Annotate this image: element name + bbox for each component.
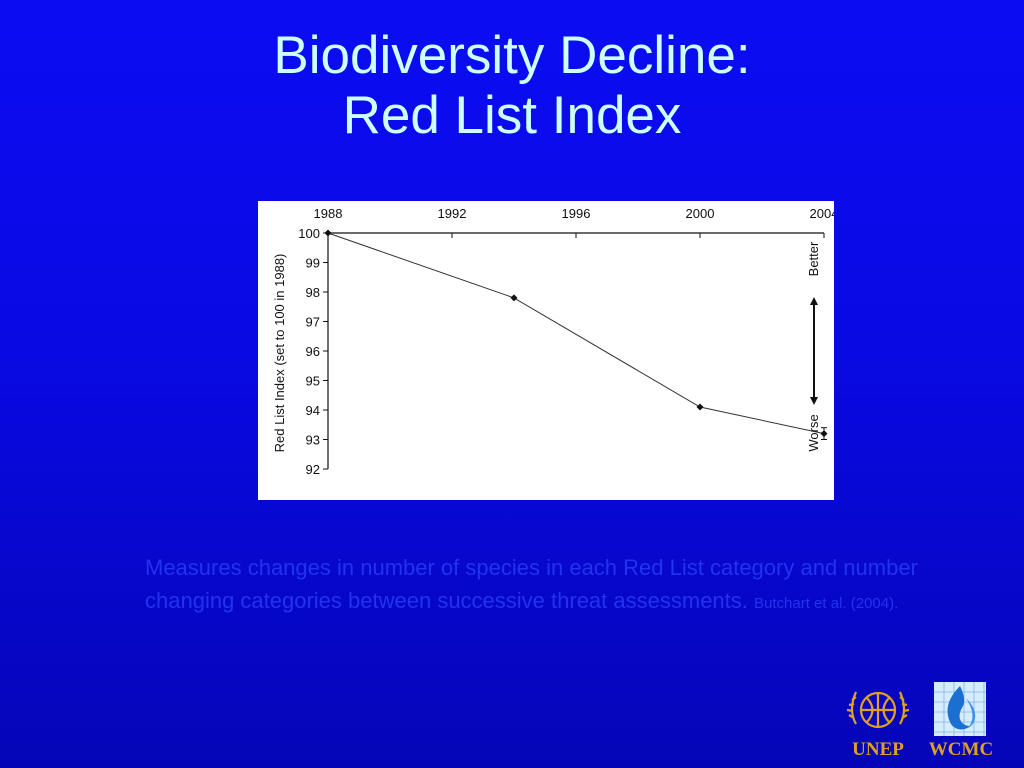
wcmc-logo: WCMC — [920, 680, 1002, 760]
data-point — [696, 403, 704, 411]
caption-text: Measures changes in number of species in… — [145, 555, 918, 613]
unep-logo-text: UNEP — [852, 739, 904, 760]
better-label: Better — [806, 241, 821, 276]
y-axis-label: Red List Index (set to 100 in 1988) — [272, 254, 287, 453]
y-tick-label: 95 — [306, 374, 320, 389]
red-list-index-chart: Red List Index (set to 100 in 1988) 1988… — [258, 201, 834, 500]
y-tick-labels: 100 99 98 97 96 95 94 93 92 — [298, 226, 328, 477]
worse-label: Worse — [806, 414, 821, 451]
chart-svg: Red List Index (set to 100 in 1988) 1988… — [272, 206, 834, 477]
chart-axes — [327, 232, 824, 469]
y-tick-label: 92 — [306, 462, 320, 477]
wcmc-logo-text: WCMC — [928, 739, 994, 760]
slide-title: Biodiversity Decline: Red List Index — [0, 26, 1024, 146]
y-tick-label: 94 — [306, 403, 320, 418]
series-layer — [324, 229, 828, 440]
y-tick-label: 96 — [306, 344, 320, 359]
series-line — [327, 232, 825, 435]
x-tick-label: 1992 — [438, 206, 467, 221]
y-tick-label: 99 — [306, 256, 320, 271]
data-point — [324, 229, 332, 237]
x-tick-label: 2004 — [810, 206, 834, 221]
caption: Measures changes in number of species in… — [145, 551, 955, 620]
y-axis-label-group: Red List Index (set to 100 in 1988) — [272, 254, 287, 453]
caption-citation: Butchart et al. (2004). — [754, 595, 899, 612]
annotation-arrow-up-head — [810, 297, 818, 305]
x-tick-label: 1996 — [562, 206, 591, 221]
x-tick-labels: 1988 1992 1996 2000 2004 — [314, 206, 834, 238]
title-line-2: Red List Index — [342, 86, 682, 145]
annotation-arrow-down-head — [810, 397, 818, 405]
y-tick-label: 93 — [306, 433, 320, 448]
unep-logo: UNEP — [842, 680, 914, 760]
unep-emblem-icon — [846, 691, 910, 729]
y-tick-label: 98 — [306, 285, 320, 300]
data-point — [510, 294, 518, 302]
title-line-1: Biodiversity Decline: — [273, 26, 751, 85]
x-tick-label: 2000 — [686, 206, 715, 221]
y-tick-label: 97 — [306, 315, 320, 330]
wcmc-flame-icon — [934, 682, 986, 736]
better-worse-annotation: Better Worse — [806, 241, 821, 452]
y-tick-label: 100 — [298, 226, 320, 241]
x-tick-label: 1988 — [314, 206, 343, 221]
